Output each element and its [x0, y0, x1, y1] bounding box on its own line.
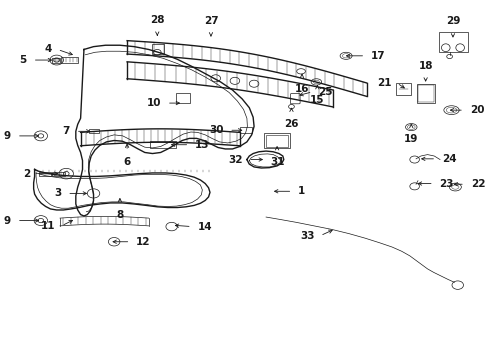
Text: 16: 16: [294, 84, 308, 94]
Text: 4: 4: [44, 45, 52, 54]
Text: 20: 20: [469, 105, 483, 115]
Bar: [52, 172, 65, 176]
Text: 9: 9: [4, 131, 11, 141]
Text: 25: 25: [318, 87, 332, 97]
Text: 28: 28: [150, 15, 164, 26]
Bar: [40, 172, 51, 176]
Text: 1: 1: [298, 186, 305, 196]
Bar: [418, 85, 433, 102]
Bar: [149, 141, 176, 148]
Text: 23: 23: [439, 179, 453, 189]
Bar: [89, 129, 99, 134]
Text: 10: 10: [146, 98, 161, 108]
Bar: [176, 93, 189, 103]
Bar: [239, 127, 251, 134]
Bar: [152, 44, 164, 54]
Bar: [61, 57, 78, 63]
Text: 6: 6: [123, 157, 130, 167]
Bar: [416, 84, 434, 103]
Text: 15: 15: [309, 95, 324, 105]
Bar: [438, 32, 468, 52]
Text: 2: 2: [23, 168, 30, 179]
Text: 32: 32: [227, 154, 242, 165]
Text: 30: 30: [208, 125, 223, 135]
Text: 26: 26: [284, 118, 298, 129]
Text: 5: 5: [20, 55, 27, 65]
Text: 8: 8: [116, 210, 123, 220]
Text: 21: 21: [376, 78, 390, 88]
Text: 3: 3: [54, 188, 61, 198]
Bar: [263, 134, 289, 148]
Text: 22: 22: [470, 179, 484, 189]
Text: 9: 9: [4, 216, 11, 226]
Text: 17: 17: [370, 51, 385, 61]
Text: 18: 18: [418, 60, 432, 71]
Text: 13: 13: [195, 140, 209, 150]
Text: 12: 12: [136, 237, 150, 247]
Text: 29: 29: [445, 16, 459, 26]
Text: 24: 24: [441, 154, 456, 164]
Text: 31: 31: [269, 157, 284, 167]
Text: 19: 19: [403, 134, 418, 144]
Text: 11: 11: [41, 221, 56, 231]
Text: 33: 33: [299, 231, 314, 241]
Text: 27: 27: [203, 16, 218, 26]
Bar: [52, 58, 61, 63]
Text: 14: 14: [197, 221, 212, 231]
Text: 7: 7: [62, 126, 70, 136]
Bar: [265, 135, 287, 147]
